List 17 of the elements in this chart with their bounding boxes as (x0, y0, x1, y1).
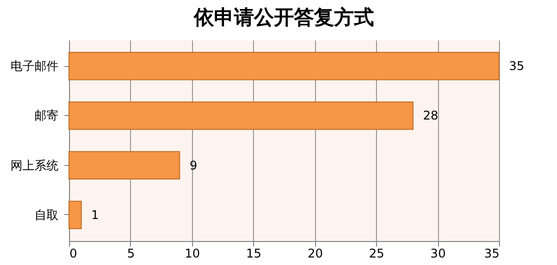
y-tick-label: 邮寄 (34, 108, 58, 123)
x-tick-label: 0 (70, 246, 78, 260)
chart-title: 依申请公开答复方式 (193, 5, 374, 29)
x-tick-label: 20 (308, 246, 323, 260)
x-tick-label: 15 (246, 246, 262, 260)
y-tick-label: 自取 (34, 208, 58, 222)
x-tick-label: 25 (369, 246, 384, 260)
data-label: 35 (509, 59, 524, 74)
data-label: 9 (190, 158, 198, 172)
x-tick-label: 30 (430, 246, 446, 260)
x-tick-label: 35 (484, 246, 500, 260)
y-tick-label: 网上系统 (10, 158, 58, 172)
y-tick-label: 电子邮件 (10, 59, 58, 74)
data-label: 1 (91, 208, 99, 222)
x-tick-label: 10 (184, 246, 200, 260)
data-label: 28 (423, 108, 438, 123)
x-tick-label: 5 (127, 246, 135, 260)
